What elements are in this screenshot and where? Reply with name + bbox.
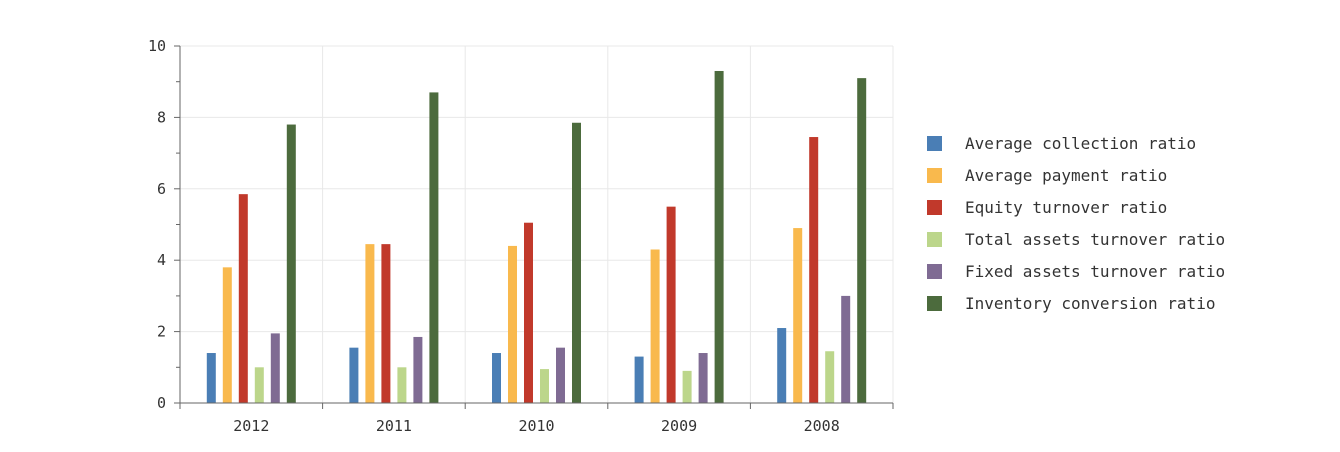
legend-swatch [927, 232, 942, 247]
legend: Average collection ratio Average payment … [927, 134, 1225, 313]
y-tick-label: 10 [148, 37, 166, 55]
x-tick-label: 2008 [804, 417, 840, 435]
bar-2009-total-assets-turnover-ratio [682, 370, 692, 403]
bar-2010-equity-turnover-ratio [524, 222, 533, 403]
legend-swatch [927, 264, 942, 279]
bar-2011-inventory-conversion-ratio [429, 92, 439, 403]
bar-2009-average-collection-ratio [634, 356, 644, 403]
bar-2009-average-payment-ratio [650, 249, 660, 403]
bar-2008-total-assets-turnover-ratio [825, 351, 835, 403]
bar-2010-average-payment-ratio [508, 245, 517, 403]
bar-2012-fixed-assets-turnover-ratio [270, 333, 280, 403]
legend-swatch [927, 136, 942, 151]
legend-swatch [927, 296, 942, 311]
legend-label: Total assets turnover ratio [965, 230, 1225, 249]
bar-2010-average-collection-ratio [492, 353, 501, 403]
legend-swatch [927, 168, 942, 183]
bar-2011-average-payment-ratio [365, 244, 375, 403]
bars [206, 70, 867, 404]
y-tick-label: 0 [157, 394, 166, 412]
legend-label: Average collection ratio [965, 134, 1196, 153]
bar-2008-equity-turnover-ratio [809, 137, 819, 403]
grid [180, 45, 894, 404]
bar-2012-average-collection-ratio [206, 353, 216, 403]
bar-2012-equity-turnover-ratio [238, 194, 248, 403]
bar-2009-equity-turnover-ratio [666, 206, 676, 403]
bar-2008-average-payment-ratio [793, 228, 803, 403]
bar-2008-inventory-conversion-ratio [857, 78, 867, 403]
y-tick-label: 2 [157, 323, 166, 341]
x-tick-label: 2011 [376, 417, 412, 435]
axes: 0 2 4 6 8 10 2012 2011 2010 2009 2008 [148, 37, 894, 435]
x-tick-label: 2010 [518, 417, 554, 435]
legend-label: Inventory conversion ratio [965, 294, 1215, 313]
x-tick-label: 2009 [661, 417, 697, 435]
bar-2012-average-payment-ratio [222, 267, 232, 403]
y-tick-label: 8 [157, 108, 166, 126]
bar-2011-fixed-assets-turnover-ratio [413, 336, 423, 403]
x-tick-label: 2012 [233, 417, 269, 435]
bar-2009-inventory-conversion-ratio [714, 70, 724, 404]
bar-2012-total-assets-turnover-ratio [254, 367, 264, 403]
bar-2010-inventory-conversion-ratio [572, 122, 581, 403]
bar-2009-fixed-assets-turnover-ratio [698, 353, 708, 403]
y-tick-label: 4 [157, 251, 166, 269]
bar-2010-total-assets-turnover-ratio [540, 369, 549, 403]
bar-2011-average-collection-ratio [349, 347, 359, 403]
bar-2008-average-collection-ratio [777, 328, 787, 403]
bar-2011-total-assets-turnover-ratio [397, 367, 407, 403]
bar-2010-fixed-assets-turnover-ratio [556, 347, 565, 403]
y-tick-label: 6 [157, 180, 166, 198]
bar-2008-fixed-assets-turnover-ratio [841, 295, 851, 403]
legend-label: Fixed assets turnover ratio [965, 262, 1225, 281]
legend-label: Equity turnover ratio [965, 198, 1167, 217]
legend-swatch [927, 200, 942, 215]
bar-2011-equity-turnover-ratio [381, 244, 391, 403]
legend-label: Average payment ratio [965, 166, 1167, 185]
bar-2012-inventory-conversion-ratio [286, 124, 296, 403]
